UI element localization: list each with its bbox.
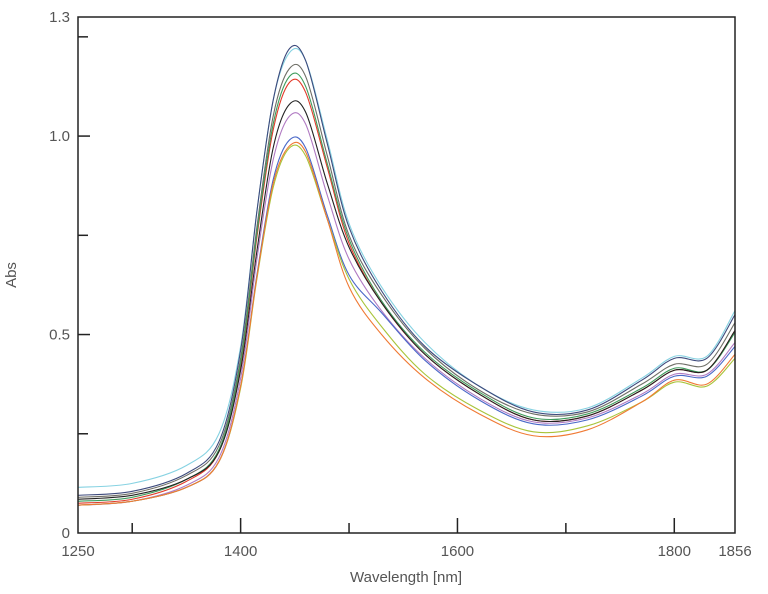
y-axis-label: Abs [3,262,20,288]
x-tick-label: 1400 [224,543,257,560]
spectrum-line-5 [77,72,736,502]
spectrum-line-7 [77,112,736,506]
spectrum-line-3 [77,63,736,498]
tick-labels: 1250 1400 1600 1800 1856 0 0.5 1.0 1.3 [49,9,752,560]
x-axis-label: Wavelength [nm] [350,569,462,586]
plot-frame [77,16,736,534]
x-tick-label: 1600 [441,543,474,560]
series-layer [77,44,736,506]
axes [77,16,736,534]
x-tick-label: 1800 [658,543,691,560]
spectrum-line-6 [77,100,736,500]
y-tick-label: 0.5 [49,327,70,344]
x-tick-label: 1250 [61,543,94,560]
spectrum-line-4 [77,78,736,504]
spectrum-line-10 [77,141,736,506]
y-tick-label: 0 [62,525,70,542]
spectrum-line-2 [77,44,736,496]
y-tick-label: 1.3 [49,9,70,26]
x-tick-label: 1856 [718,543,751,560]
spectrum-line-1 [77,47,736,488]
y-tick-label: 1.0 [49,128,70,145]
